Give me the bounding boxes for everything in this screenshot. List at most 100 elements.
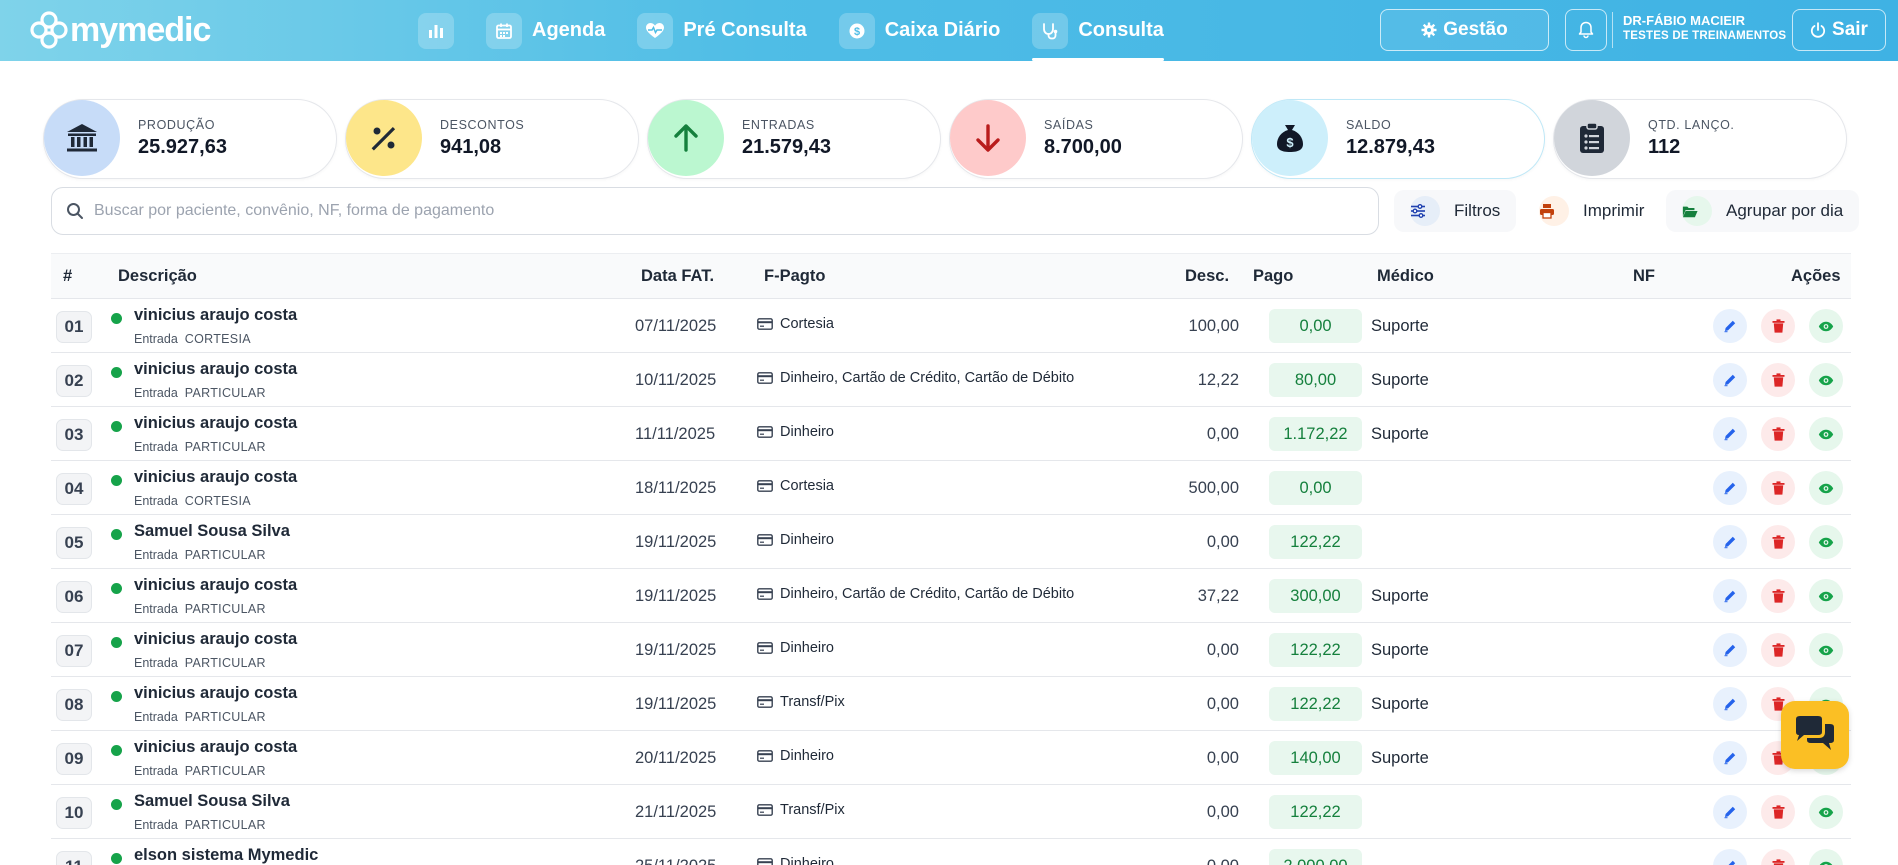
- nav-item-agenda[interactable]: Agenda: [486, 0, 605, 61]
- table-row[interactable]: 07 vinicius araujo costa Entrada PARTICULAR…: [51, 623, 1851, 677]
- user-subtitle: TESTES DE TREINAMENTOS: [1623, 30, 1787, 42]
- logout-button[interactable]: Sair: [1792, 9, 1886, 51]
- trash-icon: [1772, 751, 1784, 765]
- search-box[interactable]: [51, 187, 1379, 235]
- nav-item-caixa-diario[interactable]: $ Caixa Diário: [838, 0, 1000, 61]
- nav-item-consulta[interactable]: Consulta: [1032, 0, 1164, 61]
- nav-item-dashboard[interactable]: [418, 0, 454, 61]
- view-button[interactable]: [1809, 309, 1843, 343]
- doctor-name: Suporte: [1371, 749, 1429, 767]
- view-button[interactable]: [1809, 417, 1843, 451]
- col-data[interactable]: Data FAT.: [641, 267, 715, 285]
- patient-name[interactable]: Samuel Sousa Silva: [134, 792, 290, 810]
- col-medico[interactable]: Médico: [1377, 267, 1434, 285]
- edit-button[interactable]: [1713, 795, 1747, 829]
- col-nf[interactable]: NF: [1633, 267, 1655, 285]
- col-fpagto[interactable]: F-Pagto: [764, 267, 826, 285]
- search-input[interactable]: [94, 202, 1294, 220]
- edit-button[interactable]: [1713, 363, 1747, 397]
- stats-row: PRODUÇÃO 25.927,63 DESCONTOS 941,08 ENTR…: [43, 99, 1851, 179]
- credit-card-icon: [757, 426, 773, 438]
- delete-button[interactable]: [1761, 579, 1795, 613]
- edit-button[interactable]: [1713, 579, 1747, 613]
- patient-name[interactable]: vinicius araujo costa: [134, 738, 298, 756]
- convenio-tag: PARTICULAR: [184, 440, 266, 454]
- col-pago[interactable]: Pago: [1253, 267, 1294, 285]
- payment-method-label: Dinheiro: [780, 856, 834, 865]
- imprimir-button[interactable]: Imprimir: [1523, 190, 1661, 232]
- patient-name[interactable]: vinicius araujo costa: [134, 360, 298, 378]
- col-descricao[interactable]: Descrição: [118, 267, 197, 285]
- trash-icon: [1772, 481, 1784, 495]
- delete-button[interactable]: [1761, 309, 1795, 343]
- delete-button[interactable]: [1761, 417, 1795, 451]
- table-row[interactable]: 01 vinicius araujo costa Entrada CORTESIA 07…: [51, 299, 1851, 353]
- patient-name[interactable]: vinicius araujo costa: [134, 414, 298, 432]
- convenio-tag: PARTICULAR: [184, 386, 266, 400]
- patient-name[interactable]: Samuel Sousa Silva: [134, 522, 290, 540]
- chat-button[interactable]: [1781, 701, 1849, 769]
- eye-icon: [1818, 429, 1834, 439]
- view-button[interactable]: [1809, 525, 1843, 559]
- view-button[interactable]: [1809, 471, 1843, 505]
- delete-button[interactable]: [1761, 471, 1795, 505]
- table-row[interactable]: 04 vinicius araujo costa Entrada CORTESIA 18…: [51, 461, 1851, 515]
- nav-label: Agenda: [532, 19, 606, 41]
- entry-type: Entrada: [134, 710, 178, 724]
- table-row[interactable]: 11 elson sistema Mymedic 25/11/2025 Dinheir…: [51, 839, 1851, 865]
- patient-name[interactable]: vinicius araujo costa: [134, 630, 298, 648]
- entry-type: Entrada: [134, 494, 178, 508]
- delete-button[interactable]: [1761, 633, 1795, 667]
- patient-name[interactable]: elson sistema Mymedic: [134, 846, 319, 864]
- row-number: 10: [56, 797, 92, 829]
- edit-button[interactable]: [1713, 417, 1747, 451]
- edit-button[interactable]: [1713, 849, 1747, 865]
- row-subtitle: Entrada PARTICULAR: [134, 818, 266, 832]
- discount-value: 100,00: [1188, 317, 1239, 335]
- edit-button[interactable]: [1713, 525, 1747, 559]
- view-button[interactable]: [1809, 579, 1843, 613]
- delete-button[interactable]: [1761, 525, 1795, 559]
- table-row[interactable]: 05 Samuel Sousa Silva Entrada PARTICULAR 19/…: [51, 515, 1851, 569]
- edit-button[interactable]: [1713, 309, 1747, 343]
- notifications-button[interactable]: [1565, 9, 1607, 51]
- table-row[interactable]: 10 Samuel Sousa Silva Entrada PARTICULAR 21/…: [51, 785, 1851, 839]
- status-dot: [111, 529, 122, 540]
- nav-item-pre-consulta[interactable]: Pré Consulta: [637, 0, 807, 61]
- stat-qtd-lancamentos: QTD. LANÇO. 112: [1553, 99, 1847, 179]
- edit-button[interactable]: [1713, 741, 1747, 775]
- edit-button[interactable]: [1713, 633, 1747, 667]
- table-row[interactable]: 08 vinicius araujo costa Entrada PARTICULAR…: [51, 677, 1851, 731]
- paid-value: 80,00: [1269, 363, 1362, 397]
- stat-label: PRODUÇÃO: [138, 118, 216, 132]
- table-row[interactable]: 06 vinicius araujo costa Entrada PARTICULAR…: [51, 569, 1851, 623]
- svg-text:$: $: [1286, 135, 1294, 150]
- patient-name[interactable]: vinicius araujo costa: [134, 306, 298, 324]
- table-row[interactable]: 03 vinicius araujo costa Entrada PARTICULAR…: [51, 407, 1851, 461]
- table-row[interactable]: 02 vinicius araujo costa Entrada PARTICULAR…: [51, 353, 1851, 407]
- table-body: 01 vinicius araujo costa Entrada CORTESIA 07…: [51, 299, 1851, 865]
- agrupar-por-dia-button[interactable]: Agrupar por dia: [1666, 190, 1860, 232]
- edit-button[interactable]: [1713, 471, 1747, 505]
- user-info[interactable]: DR-FÁBIO MACIEIR TESTES DE TREINAMENTOS: [1612, 12, 1786, 48]
- patient-name[interactable]: vinicius araujo costa: [134, 468, 298, 486]
- delete-button[interactable]: [1761, 795, 1795, 829]
- view-button[interactable]: [1809, 633, 1843, 667]
- col-desc[interactable]: Desc.: [1185, 267, 1230, 285]
- view-button[interactable]: [1809, 363, 1843, 397]
- edit-button[interactable]: [1713, 687, 1747, 721]
- stat-entradas: ENTRADAS 21.579,43: [647, 99, 941, 179]
- gestao-button[interactable]: Gestão: [1380, 9, 1549, 51]
- paid-value: 122,22: [1269, 633, 1362, 667]
- patient-name[interactable]: vinicius araujo costa: [134, 576, 298, 594]
- filtros-button[interactable]: Filtros: [1394, 190, 1517, 232]
- table-row[interactable]: 09 vinicius araujo costa Entrada PARTICULAR…: [51, 731, 1851, 785]
- stat-saidas: SAÍDAS 8.700,00: [949, 99, 1243, 179]
- patient-name[interactable]: vinicius araujo costa: [134, 684, 298, 702]
- logo[interactable]: mymedic: [28, 8, 211, 52]
- delete-button[interactable]: [1761, 849, 1795, 865]
- view-button[interactable]: [1809, 795, 1843, 829]
- delete-button[interactable]: [1761, 363, 1795, 397]
- view-button[interactable]: [1809, 849, 1843, 865]
- gestao-label: Gestão: [1443, 19, 1508, 40]
